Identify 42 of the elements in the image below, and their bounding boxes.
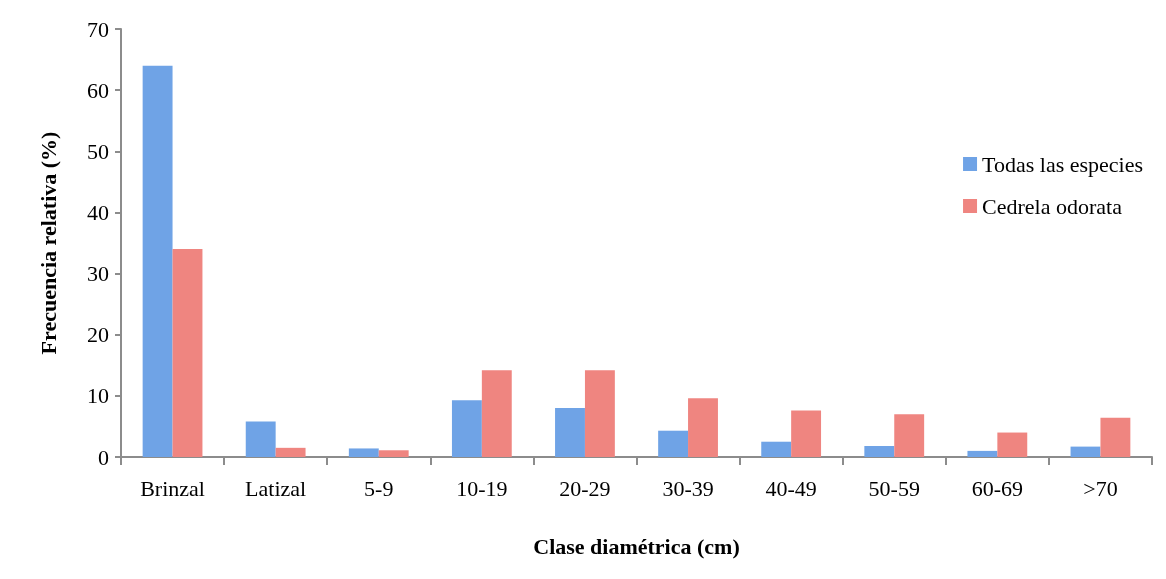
y-tick-label: 50 [87,138,109,164]
bar [481,370,512,457]
y-tick-label: 70 [87,16,109,42]
bar [1070,446,1101,457]
bar [378,450,409,457]
legend-label: Cedrela odorata [982,193,1123,219]
x-tick-label: 30-39 [662,475,714,501]
bar [172,249,203,457]
y-axis-title: Frecuencia relativa (%) [35,131,61,355]
bar [864,445,895,457]
x-tick-label: 5-9 [364,475,394,501]
bar [275,447,306,457]
bar [1100,417,1131,457]
bar [894,414,925,457]
x-tick-label: Latizal [245,475,307,501]
bar [142,65,173,457]
y-tick-label: 40 [87,199,109,225]
x-tick-label: 40-49 [765,475,817,501]
x-tick-label: 20-29 [559,475,611,501]
bar [348,448,379,457]
x-tick-label: 10-19 [456,475,508,501]
x-tick-label: Brinzal [140,475,205,501]
bar [761,441,792,457]
y-tick-label: 30 [87,261,109,287]
x-tick-label: >70 [1083,475,1118,501]
bar [688,398,718,457]
bar [997,432,1028,457]
bar [791,410,822,457]
bar [658,430,689,457]
x-tick-label: 50-59 [868,475,920,501]
y-tick-label: 60 [87,77,109,103]
y-tick-label: 10 [87,383,109,409]
bar [245,421,276,457]
x-axis-title: Clase diamétrica (cm) [533,533,740,559]
bar [584,370,615,457]
bar [555,408,585,457]
bar [451,400,482,457]
y-tick-label: 0 [98,444,109,470]
legend-label: Todas las especies [982,151,1144,177]
x-tick-label: 60-69 [971,475,1024,501]
bar [967,450,998,457]
y-tick-label: 20 [87,322,109,348]
